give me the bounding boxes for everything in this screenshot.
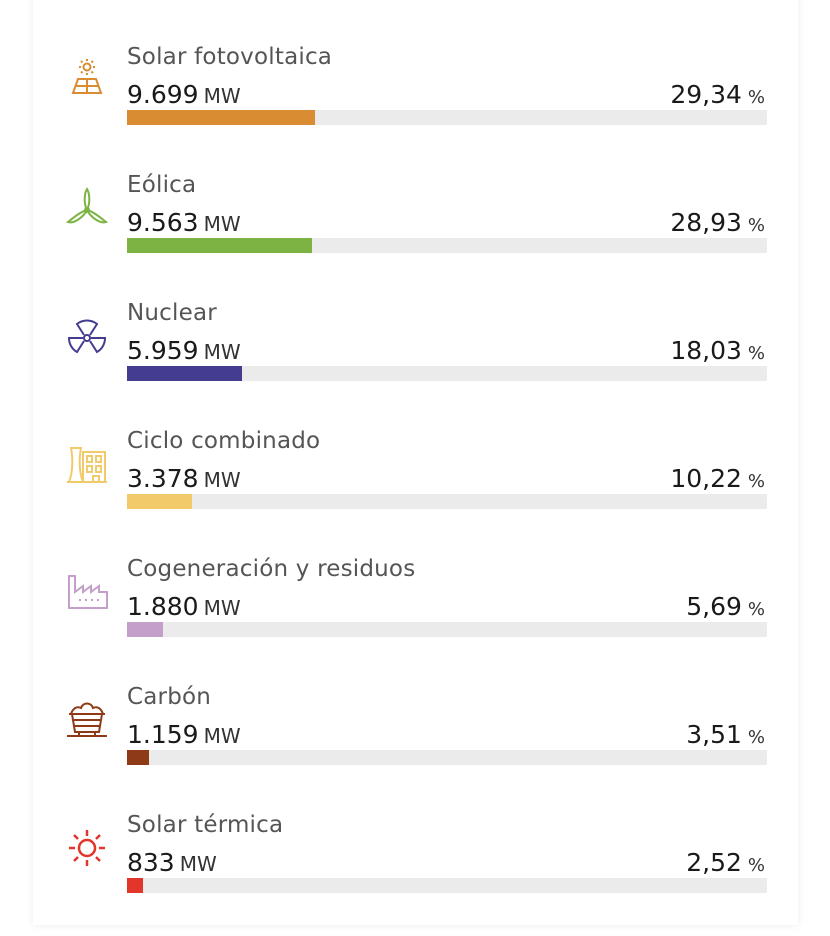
source-power: 9.699 MW [127, 80, 241, 109]
source-label: Cogeneración y residuos [127, 556, 416, 582]
source-label: Nuclear [127, 300, 217, 326]
share-bar-fill [127, 622, 164, 637]
source-row: Cogeneración y residuos 1.880 MW 5,69% [33, 552, 798, 680]
power-value: 833 [127, 848, 175, 877]
source-percent: 18,03% [670, 336, 765, 365]
source-percent: 2,52% [686, 848, 765, 877]
percent-value: 10,22 [670, 464, 742, 493]
percent-value: 18,03 [670, 336, 742, 365]
percent-value: 28,93 [670, 208, 742, 237]
source-row: Carbón 1.159 MW 3,51% [33, 680, 798, 808]
percent-value: 2,52 [686, 848, 742, 877]
share-bar [127, 494, 767, 509]
share-bar-fill [127, 750, 150, 765]
source-row: Eólica 9.563 MW 28,93% [33, 168, 798, 296]
source-power: 833 MW [127, 848, 217, 877]
coal-cart-icon [65, 698, 109, 742]
power-value: 9.563 [127, 208, 199, 237]
power-value: 1.880 [127, 592, 199, 621]
share-bar-fill [127, 110, 315, 125]
source-row: Solar térmica 833 MW 2,52% [33, 808, 798, 936]
share-bar [127, 366, 767, 381]
share-bar-fill [127, 366, 243, 381]
source-percent: 3,51% [686, 720, 765, 749]
source-percent: 28,93% [670, 208, 765, 237]
nuclear-icon [65, 314, 109, 358]
power-value: 1.159 [127, 720, 199, 749]
power-unit: MW [203, 724, 241, 748]
share-bar-fill [127, 878, 144, 893]
power-plant-icon [65, 442, 109, 486]
share-bar [127, 750, 767, 765]
source-label: Ciclo combinado [127, 428, 321, 454]
percent-unit: % [747, 343, 765, 364]
percent-unit: % [747, 87, 765, 108]
source-row: Nuclear 5.959 MW 18,03% [33, 296, 798, 424]
power-value: 9.699 [127, 80, 199, 109]
power-unit: MW [179, 852, 217, 876]
source-power: 9.563 MW [127, 208, 241, 237]
power-unit: MW [203, 468, 241, 492]
percent-unit: % [747, 855, 765, 876]
percent-unit: % [747, 727, 765, 748]
share-bar [127, 110, 767, 125]
source-percent: 10,22% [670, 464, 765, 493]
share-bar-fill [127, 494, 193, 509]
source-percent: 5,69% [686, 592, 765, 621]
percent-value: 3,51 [686, 720, 742, 749]
power-value: 5.959 [127, 336, 199, 365]
source-label: Solar fotovoltaica [127, 44, 333, 70]
share-bar-fill [127, 238, 313, 253]
generation-card: Solar fotovoltaica 9.699 MW 29,34% Eólica… [33, 0, 798, 925]
sun-icon [65, 826, 109, 870]
percent-value: 29,34 [670, 80, 742, 109]
source-percent: 29,34% [670, 80, 765, 109]
percent-unit: % [747, 215, 765, 236]
power-value: 3.378 [127, 464, 199, 493]
share-bar [127, 878, 767, 893]
percent-unit: % [747, 599, 765, 620]
source-label: Solar térmica [127, 812, 284, 838]
share-bar [127, 622, 767, 637]
source-power: 5.959 MW [127, 336, 241, 365]
source-row: Ciclo combinado 3.378 MW 10,22% [33, 424, 798, 552]
source-power: 1.880 MW [127, 592, 241, 621]
power-unit: MW [203, 212, 241, 236]
source-row: Solar fotovoltaica 9.699 MW 29,34% [33, 40, 798, 168]
power-unit: MW [203, 340, 241, 364]
source-label: Carbón [127, 684, 212, 710]
power-unit: MW [203, 596, 241, 620]
solar-panel-icon [65, 58, 109, 102]
percent-value: 5,69 [686, 592, 742, 621]
factory-icon [65, 570, 109, 614]
share-bar [127, 238, 767, 253]
source-power: 3.378 MW [127, 464, 241, 493]
wind-turbine-icon [65, 186, 109, 230]
power-unit: MW [203, 84, 241, 108]
percent-unit: % [747, 471, 765, 492]
source-power: 1.159 MW [127, 720, 241, 749]
source-label: Eólica [127, 172, 197, 198]
